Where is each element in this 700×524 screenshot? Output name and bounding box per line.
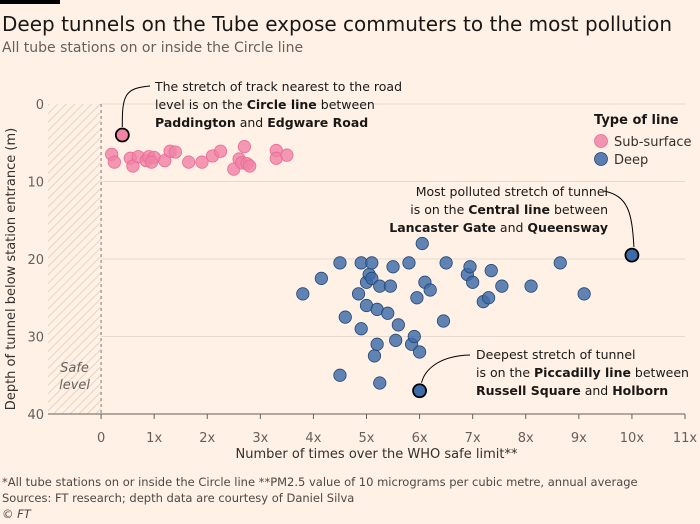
deep-point [333, 256, 347, 270]
safe-zone-label: level [59, 378, 90, 393]
annotation-text: The stretch of track nearest to the road [154, 79, 402, 94]
deep-point [365, 256, 379, 270]
credit: © FT [2, 507, 31, 521]
deep-point [524, 279, 538, 293]
deep-point [402, 256, 416, 270]
deep-point [354, 322, 368, 336]
deep-point [481, 291, 496, 305]
deep-point [407, 329, 421, 344]
y-tick-label: 30 [27, 331, 44, 346]
sub-surface-point [168, 145, 182, 159]
x-tick-label: 10x [620, 431, 645, 446]
sources: Sources: FT research; depth data are cou… [2, 491, 355, 505]
chart-title: Deep tunnels on the Tube expose commuter… [2, 12, 673, 36]
footnote: *All tube stations on or inside the Circ… [2, 475, 638, 489]
x-tick-label: 1x [146, 431, 162, 446]
x-axis-label: Number of times over the WHO safe limit*… [236, 447, 518, 462]
y-tick-label: 20 [27, 253, 44, 268]
safe-zone [48, 104, 102, 414]
annotation-text: Lancaster Gate and Queensway [389, 220, 608, 235]
deep-point [436, 314, 451, 328]
x-tick-label: 3x [252, 431, 268, 446]
deep-point [383, 279, 397, 293]
y-tick-label: 10 [27, 176, 44, 191]
deep-point [333, 368, 347, 382]
deep-point [466, 275, 480, 289]
deep-point [381, 306, 395, 320]
legend-swatch [594, 134, 608, 148]
sub-surface-point [144, 155, 159, 169]
annotation-text: is on the Central line between [410, 202, 608, 217]
sub-surface-point [195, 155, 209, 169]
annotation-text: Russell Square and Holborn [476, 383, 668, 398]
deep-point [370, 337, 384, 351]
x-tick-label: 6x [412, 431, 428, 446]
annotation-text: is on the Piccadilly line between [476, 365, 689, 380]
deep-point [463, 260, 477, 274]
legend-swatch [594, 152, 608, 166]
deep-point [351, 287, 366, 301]
x-tick-label: 9x [571, 431, 587, 446]
deep-point [439, 256, 453, 270]
x-tick-label: 2x [199, 431, 215, 446]
legend-label: Sub-surface [614, 135, 691, 150]
annotation-connector [421, 354, 471, 383]
x-tick-label: 11x [673, 431, 698, 446]
deep-point [553, 256, 567, 270]
highlighted-point [114, 127, 130, 143]
x-tick-label: 8x [518, 431, 534, 446]
scatter-chart: Safe level 0 10 20 30 40 0 1x 2x 3x 4x 5x 6x 7x 8x 9x 10x… [4, 79, 698, 462]
deep-point [338, 310, 352, 324]
safe-zone-label: Safe [60, 361, 89, 376]
deep-point [365, 271, 379, 285]
deep-point [410, 291, 424, 305]
deep-point [412, 345, 427, 359]
deep-point [367, 349, 382, 363]
y-axis-label: Depth of tunnel below station entrance (… [4, 128, 19, 410]
annotation-connector [121, 85, 151, 128]
highlighted-point [412, 383, 427, 399]
legend-label: Deep [614, 153, 648, 168]
y-tick-label: 0 [36, 98, 44, 113]
chart-subtitle: All tube stations on or inside the Circl… [2, 40, 304, 56]
brand-bar [0, 0, 60, 4]
deep-point [314, 271, 328, 285]
deep-point [415, 236, 429, 251]
annotation-text: level is on the Circle line between [155, 97, 375, 112]
deep-point [484, 264, 498, 278]
deep-point [296, 287, 310, 301]
highlighted-point [624, 247, 640, 263]
y-tick-label: 40 [27, 408, 44, 423]
deep-point [389, 333, 403, 347]
deep-point [577, 287, 591, 301]
sub-surface-point [182, 155, 196, 169]
x-tick-label: 4x [305, 431, 321, 446]
annotation-text: Most polluted stretch of tunnel [416, 184, 608, 199]
x-tick-label: 0 [97, 431, 105, 446]
x-tick-label: 7x [465, 431, 481, 446]
deep-point [386, 260, 400, 274]
sub-surface-point [213, 144, 228, 158]
sub-surface-point [243, 159, 257, 173]
sub-surface-point [107, 155, 121, 169]
annotation-text: Deepest stretch of tunnel [476, 347, 636, 362]
sub-surface-point [280, 148, 294, 162]
deep-point [495, 279, 509, 293]
deep-point [423, 283, 437, 297]
annotation-text: Paddington and Edgware Road [155, 115, 368, 130]
x-tick-label: 5x [359, 431, 375, 446]
deep-point [391, 318, 405, 332]
legend-title: Type of line [594, 113, 679, 128]
annotation-connector [603, 190, 635, 248]
sub-surface-point [237, 140, 252, 154]
deep-point [373, 376, 387, 390]
